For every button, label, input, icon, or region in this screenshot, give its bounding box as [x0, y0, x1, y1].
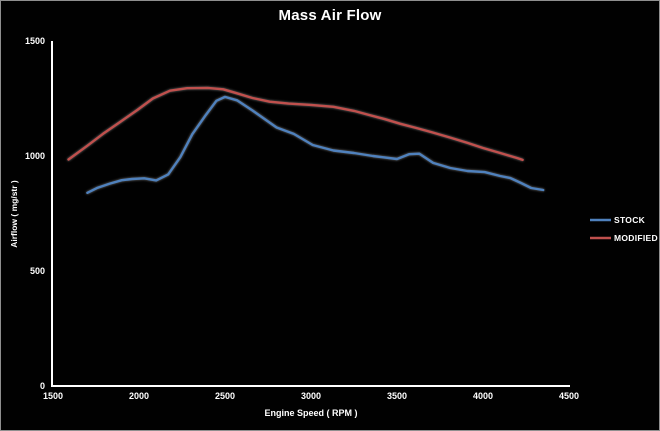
chart-title: Mass Air Flow [278, 7, 382, 24]
x-tick-label: 1500 [43, 391, 63, 401]
x-tick-label: 4500 [559, 391, 579, 401]
legend-label-modified: MODIFIED [614, 233, 658, 243]
y-tick-label: 1000 [25, 151, 45, 161]
x-tick-label: 2000 [129, 391, 149, 401]
legend-label-stock: STOCK [614, 215, 646, 225]
y-tick-label: 500 [30, 266, 45, 276]
x-axis-title: Engine Speed ( RPM ) [264, 408, 358, 418]
x-tick-label: 2500 [215, 391, 235, 401]
x-tick-label: 3000 [301, 391, 321, 401]
y-tick-label: 0 [40, 381, 45, 391]
y-tick-label: 1500 [25, 36, 45, 46]
x-tick-label: 3500 [387, 391, 407, 401]
series-line-stock [86, 95, 545, 195]
series-line-modified [67, 86, 524, 162]
x-tick-label: 4000 [473, 391, 493, 401]
